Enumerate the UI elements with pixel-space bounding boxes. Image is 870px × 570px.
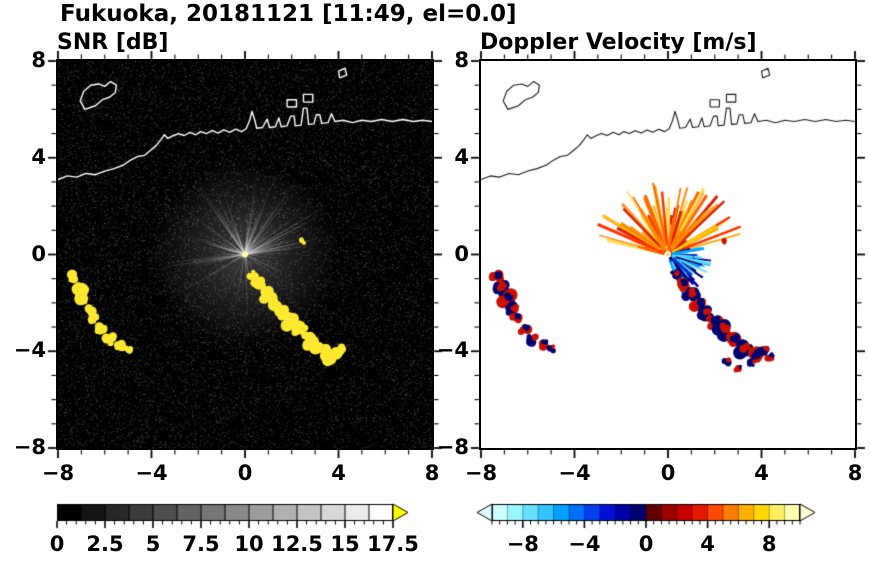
snr-y-tick-label: −8 [13,435,46,459]
snr-x-tick-label: −4 [135,461,168,485]
velocity-colorbar-tick-label: −8 [506,532,539,556]
velocity-y-tick-label: 8 [454,48,469,72]
snr-colorbar-tick-label: 5 [145,532,161,556]
velocity-x-tick-label: −4 [558,461,591,485]
velocity-y-tick-label: 0 [454,241,469,266]
velocity-y-tick-label: −8 [436,435,469,459]
velocity-colorbar-tick-label: 4 [700,532,715,556]
snr-x-tick-label: −8 [41,461,75,485]
snr-y-tick-label: −4 [13,338,46,363]
velocity-y-tick-label: 4 [454,144,469,169]
velocity-x-tick-label: 4 [754,461,769,485]
velocity-colorbar-tick-label: 0 [638,532,654,556]
snr-y-tick-label: 8 [31,48,46,72]
velocity-colorbar-tick-label: 8 [761,532,777,556]
snr-colorbar-tick-label: 0 [49,532,65,556]
snr-x-tick-label: 0 [237,461,253,485]
snr-x-tick-label: 8 [424,461,440,485]
snr-radar-image [58,61,432,448]
snr-colorbar-tick-label: 17.5 [367,532,419,556]
snr-colorbar-tick-label: 10 [234,532,264,556]
velocity-y-tick-label: −4 [436,338,469,363]
velocity-x-tick-label: 8 [847,461,863,485]
snr-y-tick-label: 0 [31,241,46,266]
velocity-radar-image [481,61,855,448]
velocity-colorbar-tick-label: −4 [568,532,601,556]
snr-y-tick-label: 4 [31,144,46,169]
snr-colorbar-tick-label: 15 [330,532,360,556]
velocity-x-tick-label: 0 [660,461,676,485]
snr-x-tick-label: 4 [331,461,346,485]
snr-plot-frame [56,59,434,450]
snr-colorbar-tick-label: 7.5 [182,532,220,556]
velocity-plot-frame [479,59,857,450]
snr-colorbar-tick-label: 12.5 [271,532,323,556]
velocity-x-tick-label: −8 [464,461,498,485]
snr-colorbar-tick-label: 2.5 [86,532,124,556]
